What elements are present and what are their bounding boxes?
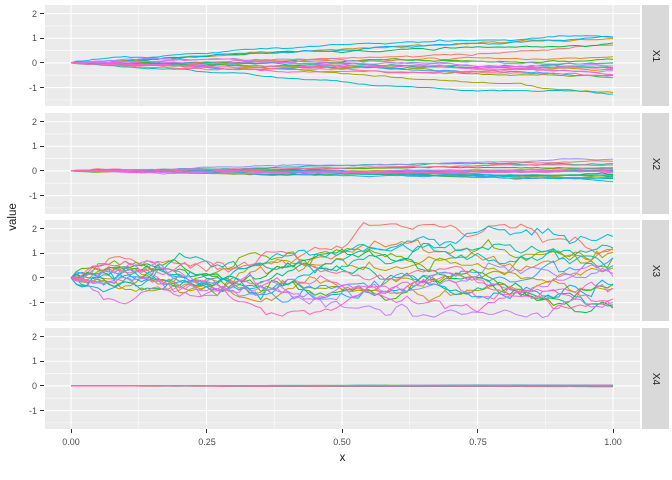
series-line xyxy=(70,222,614,280)
series-line xyxy=(70,385,614,387)
y-tick-mark xyxy=(40,146,44,147)
panel-plot-svg xyxy=(45,328,640,429)
facet-panel-x2 xyxy=(45,113,640,214)
y-tick-label: 0 xyxy=(31,58,37,68)
series-line xyxy=(70,275,614,313)
facet-panel-x4 xyxy=(45,328,640,429)
facet-panel-x3 xyxy=(45,220,640,321)
y-tick-label: 2 xyxy=(31,9,37,19)
facet-strip-x3 xyxy=(642,220,669,321)
panel-plot-svg xyxy=(45,113,640,214)
series-line xyxy=(70,61,614,74)
series-line xyxy=(70,250,614,310)
y-tick-label: 1 xyxy=(31,141,37,151)
y-tick-mark xyxy=(40,385,44,386)
y-tick-label: 2 xyxy=(31,117,37,127)
y-tick-mark xyxy=(40,277,44,278)
panel-plot-svg xyxy=(45,5,640,106)
series-line xyxy=(70,260,614,317)
y-tick-label: -1 xyxy=(28,191,37,201)
series-line xyxy=(70,242,614,280)
series-line xyxy=(70,57,614,65)
series-line xyxy=(70,164,614,172)
y-tick-mark xyxy=(40,302,44,303)
facet-strip-x4 xyxy=(642,328,669,429)
y-tick-mark xyxy=(40,195,44,196)
series-line xyxy=(70,243,614,287)
series-line xyxy=(70,58,614,68)
series-line xyxy=(70,225,614,294)
x-axis-title: x xyxy=(339,452,346,464)
y-tick-mark xyxy=(40,121,44,122)
x-tick-label: 0.25 xyxy=(198,437,216,447)
y-tick-mark xyxy=(40,62,44,63)
x-tick-label: 0.75 xyxy=(469,437,487,447)
y-tick-mark xyxy=(40,336,44,337)
y-tick-label: 0 xyxy=(31,166,37,176)
series-line xyxy=(70,35,614,64)
y-tick-label: 1 xyxy=(31,356,37,366)
y-tick-mark xyxy=(40,38,44,39)
facet-strip-label: X2 xyxy=(650,157,661,170)
y-tick-label: -1 xyxy=(28,406,37,416)
series-line xyxy=(70,62,614,76)
y-tick-label: -1 xyxy=(28,298,37,308)
y-tick-mark xyxy=(40,410,44,411)
y-tick-label: 1 xyxy=(31,248,37,258)
series-line xyxy=(70,261,614,301)
x-tick-mark xyxy=(71,429,72,433)
x-tick-mark xyxy=(206,429,207,433)
y-tick-mark xyxy=(40,253,44,254)
facet-strip-x2 xyxy=(642,113,669,214)
facet-panel-x1 xyxy=(45,5,640,106)
facet-strip-label: X3 xyxy=(650,264,661,277)
y-tick-label: 0 xyxy=(31,381,37,391)
y-tick-mark xyxy=(40,361,44,362)
x-tick-label: 0.50 xyxy=(333,437,351,447)
y-tick-label: -1 xyxy=(28,83,37,93)
y-tick-mark xyxy=(40,87,44,88)
series-line xyxy=(70,169,614,175)
y-tick-mark xyxy=(40,170,44,171)
series-line xyxy=(70,60,614,73)
series-line xyxy=(70,62,614,95)
y-tick-mark xyxy=(40,228,44,229)
y-tick-label: 0 xyxy=(31,273,37,283)
facet-strip-x1 xyxy=(642,5,669,106)
x-tick-mark xyxy=(477,429,478,433)
y-tick-label: 2 xyxy=(31,224,37,234)
x-tick-label: 0.00 xyxy=(62,437,80,447)
y-tick-label: 1 xyxy=(31,33,37,43)
y-tick-label: 2 xyxy=(31,332,37,342)
y-tick-mark xyxy=(40,13,44,14)
panel-plot-svg xyxy=(45,220,640,321)
series-line xyxy=(70,260,614,301)
series-line xyxy=(70,272,614,319)
x-tick-label: 1.00 xyxy=(604,437,622,447)
facet-strip-label: X4 xyxy=(650,372,661,385)
facet-strip-label: X1 xyxy=(650,49,661,62)
x-tick-mark xyxy=(613,429,614,433)
x-tick-mark xyxy=(342,429,343,433)
